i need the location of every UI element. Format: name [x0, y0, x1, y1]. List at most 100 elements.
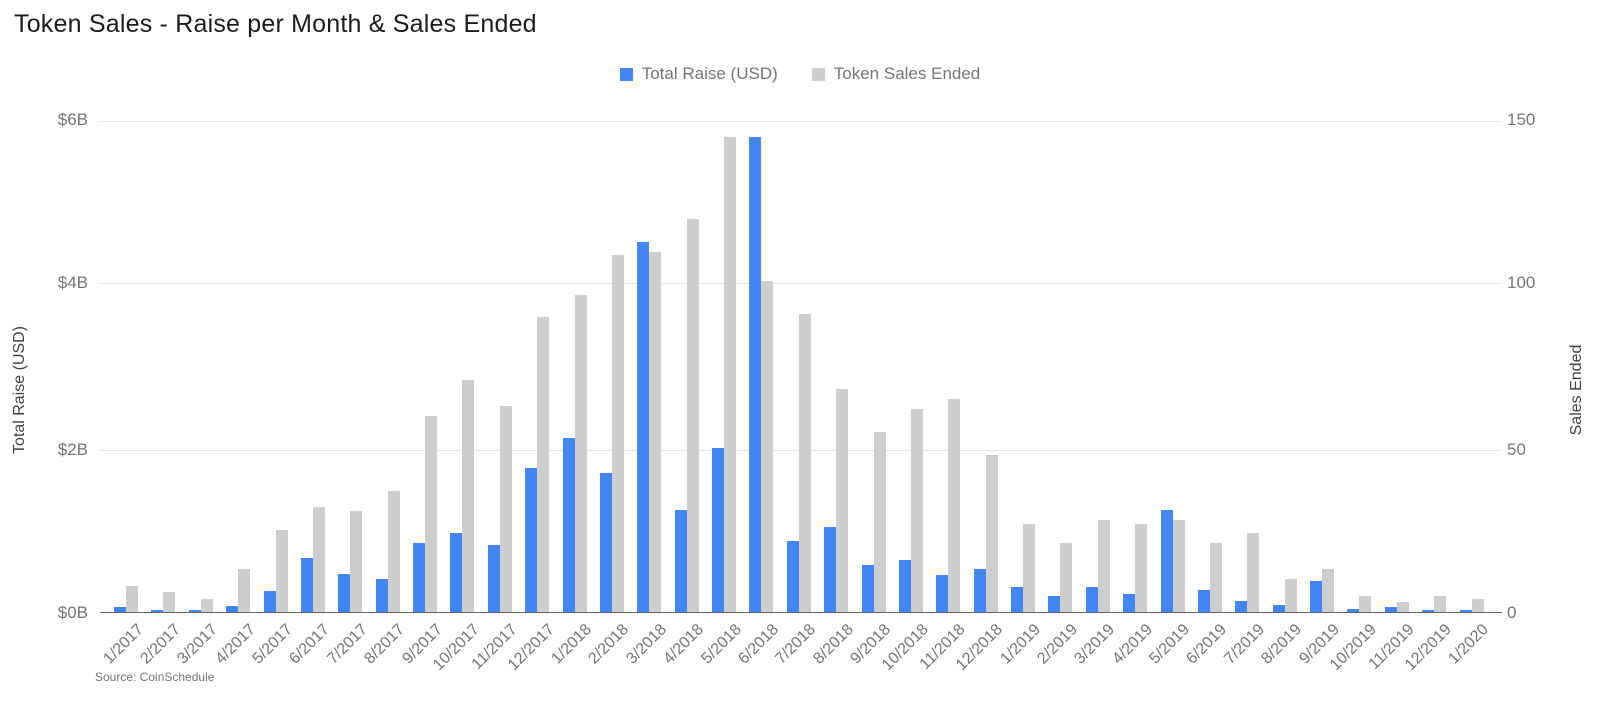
bar-total-raise[interactable] [114, 607, 126, 612]
bar-total-raise[interactable] [525, 467, 538, 612]
bar-total-raise[interactable] [1459, 610, 1472, 612]
bar-sales-ended[interactable] [1172, 520, 1185, 612]
gridline-6b [100, 121, 1502, 122]
bar-total-raise[interactable] [786, 540, 799, 612]
bar-total-raise[interactable] [749, 137, 762, 612]
x-axis-tick-label: 1/2017 [99, 621, 147, 668]
bar-sales-ended[interactable] [611, 255, 624, 612]
bar-total-raise[interactable] [1048, 595, 1061, 612]
x-axis-tick-label: 6/2017 [286, 621, 334, 668]
bar-total-raise[interactable] [375, 579, 388, 612]
bar-total-raise[interactable] [450, 532, 463, 612]
bar-sales-ended[interactable] [1060, 543, 1073, 612]
bar-total-raise[interactable] [1123, 594, 1136, 612]
bar-sales-ended[interactable] [1284, 579, 1297, 612]
bar-sales-ended[interactable] [238, 569, 251, 612]
bar-sales-ended[interactable] [1135, 523, 1148, 612]
bar-sales-ended[interactable] [200, 598, 213, 612]
x-axis-tick-label: 4/2017 [212, 621, 259, 668]
bar-sales-ended[interactable] [798, 314, 811, 612]
x-axis-tick-label: 2/2017 [137, 621, 184, 668]
bar-total-raise[interactable] [188, 610, 201, 612]
bar-sales-ended[interactable] [985, 454, 998, 612]
bar-total-raise[interactable] [824, 526, 837, 612]
legend-item-sales-ended[interactable]: Token Sales Ended [811, 64, 980, 84]
bar-total-raise[interactable] [562, 437, 575, 612]
bar-total-raise[interactable] [151, 610, 164, 612]
x-axis-tick-label: 1/2018 [548, 621, 596, 668]
source-note: Source: CoinSchedule [95, 670, 215, 684]
bar-total-raise[interactable] [861, 564, 874, 612]
bar-sales-ended[interactable] [425, 415, 437, 612]
x-axis-tick-label: 7/2019 [1221, 621, 1268, 668]
bar-total-raise[interactable] [226, 606, 239, 612]
bar-total-raise[interactable] [1384, 607, 1397, 612]
legend-item-total-raise[interactable]: Total Raise (USD) [619, 64, 778, 84]
left-axis-tick-0b: $0B [57, 603, 88, 622]
x-axis-tick-label: 3/2017 [174, 621, 222, 668]
bar-total-raise[interactable] [1422, 609, 1435, 612]
bar-sales-ended[interactable] [275, 530, 288, 612]
bar-total-raise[interactable] [637, 242, 650, 612]
right-axis-tick-0: 0 [1507, 603, 1517, 622]
bar-sales-ended[interactable] [1097, 520, 1110, 612]
bar-total-raise[interactable] [487, 544, 500, 612]
bar-total-raise[interactable] [712, 448, 724, 612]
bar-sales-ended[interactable] [1322, 569, 1334, 612]
bar-total-raise[interactable] [898, 559, 911, 612]
bar-total-raise[interactable] [674, 509, 687, 612]
bar-total-raise[interactable] [599, 472, 612, 612]
bar-total-raise[interactable] [338, 573, 351, 612]
bar-total-raise[interactable] [413, 543, 425, 612]
bar-total-raise[interactable] [1160, 509, 1173, 612]
bar-total-raise[interactable] [300, 558, 313, 612]
bar-sales-ended[interactable] [948, 399, 961, 612]
bar-total-raise[interactable] [263, 590, 276, 612]
x-axis-tick-label: 7/2018 [772, 621, 820, 668]
bar-sales-ended[interactable] [724, 137, 736, 612]
bar-sales-ended[interactable] [761, 281, 774, 612]
bar-total-raise[interactable] [936, 575, 949, 612]
bar-total-raise[interactable] [1085, 587, 1098, 612]
bar-sales-ended[interactable] [1023, 523, 1035, 612]
right-axis-title: Sales Ended [1568, 344, 1585, 436]
bar-sales-ended[interactable] [1396, 602, 1409, 612]
bar-sales-ended[interactable] [163, 592, 176, 612]
left-axis-tick-4b: $4B [57, 273, 88, 292]
bar-sales-ended[interactable] [1209, 543, 1222, 612]
bar-sales-ended[interactable] [387, 490, 400, 612]
x-axis-tick-label: 8/2017 [361, 621, 409, 668]
bar-sales-ended[interactable] [1247, 533, 1260, 612]
x-axis-tick-label: 6/2019 [1183, 621, 1231, 668]
bar-sales-ended[interactable] [350, 510, 363, 612]
bar-total-raise[interactable] [973, 568, 986, 612]
bar-total-raise[interactable] [1347, 608, 1360, 612]
bar-sales-ended[interactable] [686, 219, 699, 612]
bar-sales-ended[interactable] [836, 389, 849, 612]
right-axis-tick-50: 50 [1507, 440, 1526, 459]
x-axis-tick-label: 1/2019 [996, 621, 1044, 668]
bar-sales-ended[interactable] [910, 409, 923, 612]
bar-total-raise[interactable] [1197, 589, 1210, 612]
bar-sales-ended[interactable] [873, 431, 886, 612]
bar-sales-ended[interactable] [462, 379, 475, 612]
bar-total-raise[interactable] [1310, 580, 1322, 612]
bar-total-raise[interactable] [1011, 587, 1023, 612]
bar-sales-ended[interactable] [499, 405, 512, 612]
bar-sales-ended[interactable] [126, 585, 138, 612]
bar-sales-ended[interactable] [1434, 595, 1447, 612]
chart-title: Token Sales - Raise per Month & Sales En… [14, 10, 537, 38]
bar-sales-ended[interactable] [1359, 595, 1372, 612]
x-axis-tick-label: 7/2017 [324, 621, 371, 668]
bar-sales-ended[interactable] [649, 251, 662, 612]
x-axis-baseline [100, 612, 1502, 613]
bar-sales-ended[interactable] [537, 317, 550, 612]
bar-sales-ended[interactable] [1471, 598, 1484, 612]
left-axis-title: Total Raise (USD) [11, 325, 28, 455]
bar-sales-ended[interactable] [574, 294, 587, 612]
x-axis-tick-label: 3/2019 [1071, 621, 1119, 668]
bar-total-raise[interactable] [1272, 605, 1285, 612]
bar-total-raise[interactable] [1235, 601, 1248, 612]
bar-sales-ended[interactable] [312, 507, 325, 612]
